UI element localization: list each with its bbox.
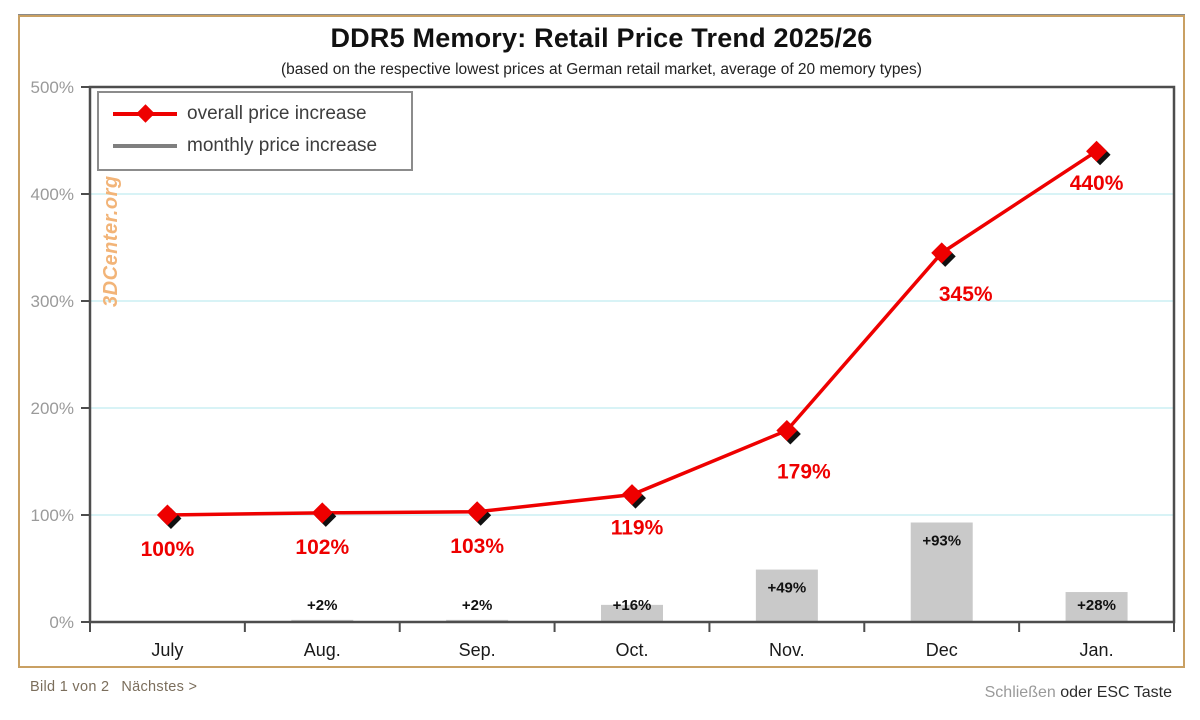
- legend-label-overall: overall price increase: [187, 103, 367, 124]
- y-tick-label: 500%: [31, 78, 74, 97]
- image-pager: Bild 1 von 2 Nächstes >: [30, 679, 197, 695]
- chart-title: DDR5 Memory: Retail Price Trend 2025/26: [330, 23, 873, 53]
- data-point-marker: [931, 242, 953, 264]
- y-tick-label: 0%: [49, 613, 74, 632]
- monthly-bar: [755, 569, 818, 622]
- monthly-bar-label: +49%: [767, 580, 806, 597]
- lightbox-close-bar: Schließen oder ESC Taste: [985, 684, 1172, 702]
- x-tick-label: Nov.: [769, 640, 805, 660]
- monthly-bar: [1065, 592, 1128, 622]
- data-point-label: 103%: [450, 535, 504, 558]
- legend-item-monthly: monthly price increase: [113, 135, 397, 157]
- data-point-label: 119%: [611, 517, 664, 540]
- x-tick-label: July: [151, 640, 183, 660]
- x-tick-label: Oct.: [615, 640, 648, 660]
- esc-key-hint: oder ESC Taste: [1055, 684, 1172, 701]
- monthly-bar-label: +28%: [1077, 597, 1116, 614]
- lightbox-image-frame: DDR5 Memory: Retail Price Trend 2025/26 …: [18, 15, 1185, 668]
- monthly-bar: [601, 604, 663, 622]
- diamond-marker-icon: [136, 104, 155, 123]
- data-point-label: 100%: [141, 538, 195, 561]
- price-chart-plot: +2% +2% +16% +49% +93% +28% 0% 100% 200% 300% 400%…: [31, 78, 1176, 660]
- overall-price-line: [167, 149, 1098, 517]
- legend-label-monthly: monthly price increase: [187, 135, 378, 156]
- monthly-bar-label: +16%: [613, 597, 652, 614]
- y-tick-label: 200%: [31, 399, 74, 418]
- data-point-marker: [776, 419, 798, 441]
- chart-legend: overall price increase monthly price inc…: [97, 91, 413, 171]
- monthly-bar: [910, 522, 973, 622]
- x-tick-label: Sep.: [459, 640, 496, 660]
- overall-line-swatch-icon: [113, 104, 177, 123]
- data-point-marker: [1086, 140, 1108, 162]
- x-tick-label: Jan.: [1080, 640, 1114, 660]
- data-point-label: 179%: [777, 460, 831, 483]
- data-point-marker: [311, 502, 333, 524]
- monthly-bar-label: +2%: [462, 597, 492, 614]
- x-tick-label: Aug.: [304, 640, 341, 660]
- data-point-label: 345%: [939, 283, 993, 306]
- monthly-bar-label: +93%: [922, 532, 961, 549]
- image-counter: Bild 1 von 2: [30, 679, 110, 695]
- data-point-marker: [466, 501, 488, 523]
- next-image-link[interactable]: Nächstes >: [121, 679, 198, 695]
- data-point-marker: [156, 504, 178, 526]
- y-tick-label: 400%: [31, 185, 74, 204]
- data-point-label: 440%: [1070, 172, 1124, 195]
- plot-border: [88, 85, 1176, 624]
- data-point-label: 102%: [295, 536, 349, 559]
- x-tick-label: Dec: [926, 640, 958, 660]
- legend-item-overall: overall price increase: [113, 103, 397, 125]
- y-tick-label: 100%: [31, 506, 74, 525]
- monthly-bar-label: +2%: [307, 597, 337, 614]
- monthly-line-swatch-icon: [113, 144, 177, 148]
- chart-subtitle: (based on the respective lowest prices a…: [281, 61, 922, 78]
- data-point-marker: [621, 484, 643, 506]
- close-link[interactable]: Schließen: [984, 684, 1056, 701]
- y-tick-label: 300%: [31, 292, 74, 311]
- watermark: 3DCenter.org: [100, 175, 122, 307]
